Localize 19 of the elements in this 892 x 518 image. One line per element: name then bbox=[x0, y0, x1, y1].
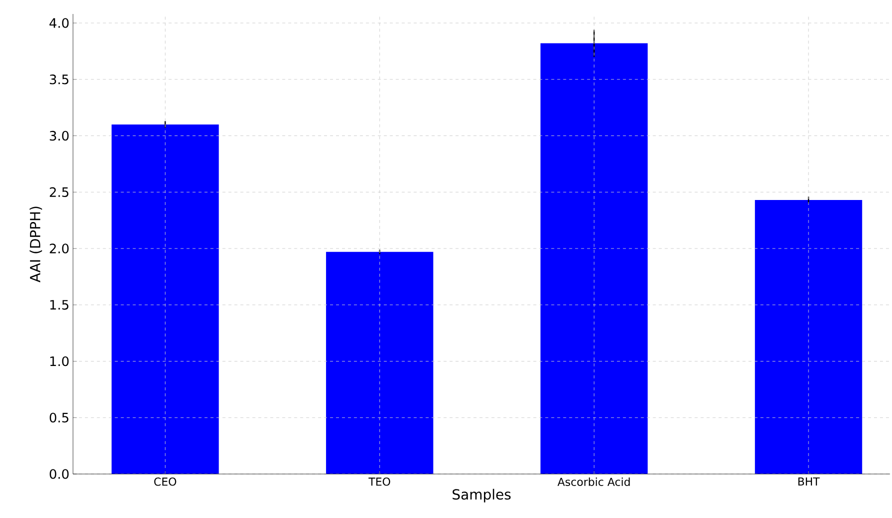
bar bbox=[112, 124, 219, 474]
y-tick-label: 0.0 bbox=[50, 469, 69, 479]
y-tick-label: 3.5 bbox=[50, 74, 68, 84]
x-tick-label: BHT bbox=[798, 478, 820, 486]
x-tick-label: TEO bbox=[368, 478, 390, 486]
y-tick-label: 1.5 bbox=[50, 300, 68, 310]
x-tick-label: Ascorbic Acid bbox=[558, 478, 630, 486]
bar bbox=[326, 252, 434, 474]
y-tick-label: 3.0 bbox=[50, 130, 69, 141]
y-tick-label: 2.0 bbox=[50, 244, 69, 254]
y-tick-label: 2.5 bbox=[50, 187, 68, 198]
y-tick-label: 0.5 bbox=[50, 412, 68, 423]
x-tick-label: CEO bbox=[154, 478, 176, 486]
bar bbox=[754, 200, 862, 474]
x-axis-title: Samples bbox=[452, 488, 511, 502]
y-axis-title: AAI (DPPH) bbox=[30, 206, 42, 282]
y-tick-label: 4.0 bbox=[50, 18, 69, 28]
y-tick-label: 1.0 bbox=[50, 356, 69, 366]
bar bbox=[540, 43, 648, 474]
